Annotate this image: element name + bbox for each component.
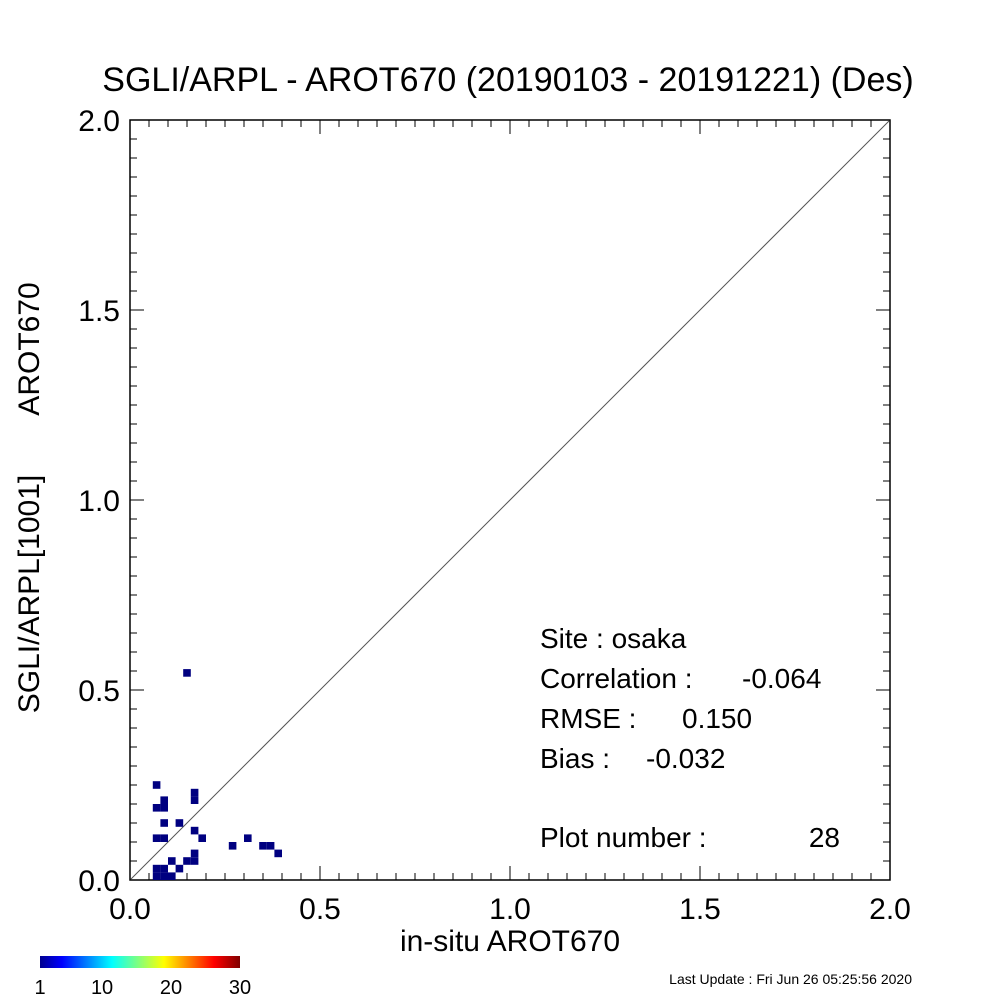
chart-title: SGLI/ARPL - AROT670 (20190103 - 20191221… bbox=[102, 61, 913, 99]
data-cell bbox=[160, 864, 168, 873]
data-cell bbox=[168, 872, 176, 880]
x-axis-label: in-situ AROT670 bbox=[400, 925, 620, 958]
data-cell bbox=[228, 842, 237, 850]
data-cell bbox=[175, 819, 184, 827]
colorbar bbox=[40, 956, 240, 968]
data-cell bbox=[160, 819, 168, 827]
data-cell bbox=[152, 781, 161, 789]
one-to-one-line bbox=[129, 119, 891, 881]
data-cell bbox=[190, 796, 199, 804]
colorbar-tick-label: 30 bbox=[229, 977, 251, 999]
data-cell bbox=[190, 826, 199, 835]
x-tick-label: 1.0 bbox=[489, 893, 531, 926]
data-cell bbox=[175, 864, 184, 873]
colorbar-tick-label: 10 bbox=[91, 977, 113, 999]
correlation-label: Correlation : bbox=[540, 663, 693, 694]
bias-value: -0.032 bbox=[646, 743, 725, 774]
data-cell bbox=[160, 872, 168, 880]
plot-number-label: Plot number : bbox=[540, 822, 707, 853]
correlation-value: -0.064 bbox=[742, 663, 821, 694]
axis-ticks bbox=[129, 119, 891, 881]
data-cell bbox=[274, 849, 282, 858]
data-points bbox=[152, 669, 282, 880]
x-tick-label: 2.0 bbox=[869, 893, 911, 926]
data-cell bbox=[152, 804, 161, 812]
data-cell bbox=[168, 857, 176, 865]
y-axis-label-left: SGLI/ARPL[1001] bbox=[13, 475, 46, 713]
colorbar-tick-label: 20 bbox=[160, 977, 182, 999]
last-update-text: Last Update : Fri Jun 26 05:25:56 2020 bbox=[669, 971, 912, 987]
y-tick-label: 1.0 bbox=[78, 485, 120, 518]
data-cell bbox=[160, 796, 168, 804]
data-cell bbox=[152, 864, 161, 873]
data-cell bbox=[160, 804, 168, 812]
data-cell bbox=[266, 842, 275, 850]
colorbar-tick-label: 1 bbox=[34, 977, 45, 999]
y-tick-label: 1.5 bbox=[78, 295, 120, 328]
data-cell bbox=[152, 872, 161, 880]
data-cell bbox=[183, 669, 191, 677]
data-cell bbox=[190, 788, 199, 797]
site-text: Site : osaka bbox=[540, 623, 687, 654]
data-cell bbox=[183, 857, 191, 865]
bias-label: Bias : bbox=[540, 743, 610, 774]
x-tick-label: 1.5 bbox=[679, 893, 721, 926]
data-cell bbox=[190, 857, 199, 865]
y-tick-label: 0.0 bbox=[78, 865, 120, 898]
data-cell bbox=[190, 849, 199, 858]
rmse-label: RMSE : bbox=[540, 703, 636, 734]
x-tick-label: 0.0 bbox=[109, 893, 151, 926]
data-cell bbox=[259, 842, 267, 850]
data-cell bbox=[198, 834, 206, 842]
plot-number-value: 28 bbox=[809, 822, 840, 853]
y-tick-label: 0.5 bbox=[78, 675, 120, 708]
rmse-value: 0.150 bbox=[682, 703, 752, 734]
x-tick-label: 0.5 bbox=[299, 893, 341, 926]
x-tick-labels: 0.0 0.5 1.0 1.5 2.0 bbox=[109, 893, 911, 926]
y-tick-labels: 0.0 0.5 1.0 1.5 2.0 bbox=[78, 105, 120, 898]
data-cell bbox=[160, 834, 168, 842]
y-tick-label: 2.0 bbox=[78, 105, 120, 138]
data-cell bbox=[152, 834, 161, 842]
colorbar-tick-labels: 1 10 20 30 bbox=[34, 977, 251, 999]
y-axis-label-right: AROT670 bbox=[13, 282, 46, 415]
data-cell bbox=[244, 834, 252, 842]
